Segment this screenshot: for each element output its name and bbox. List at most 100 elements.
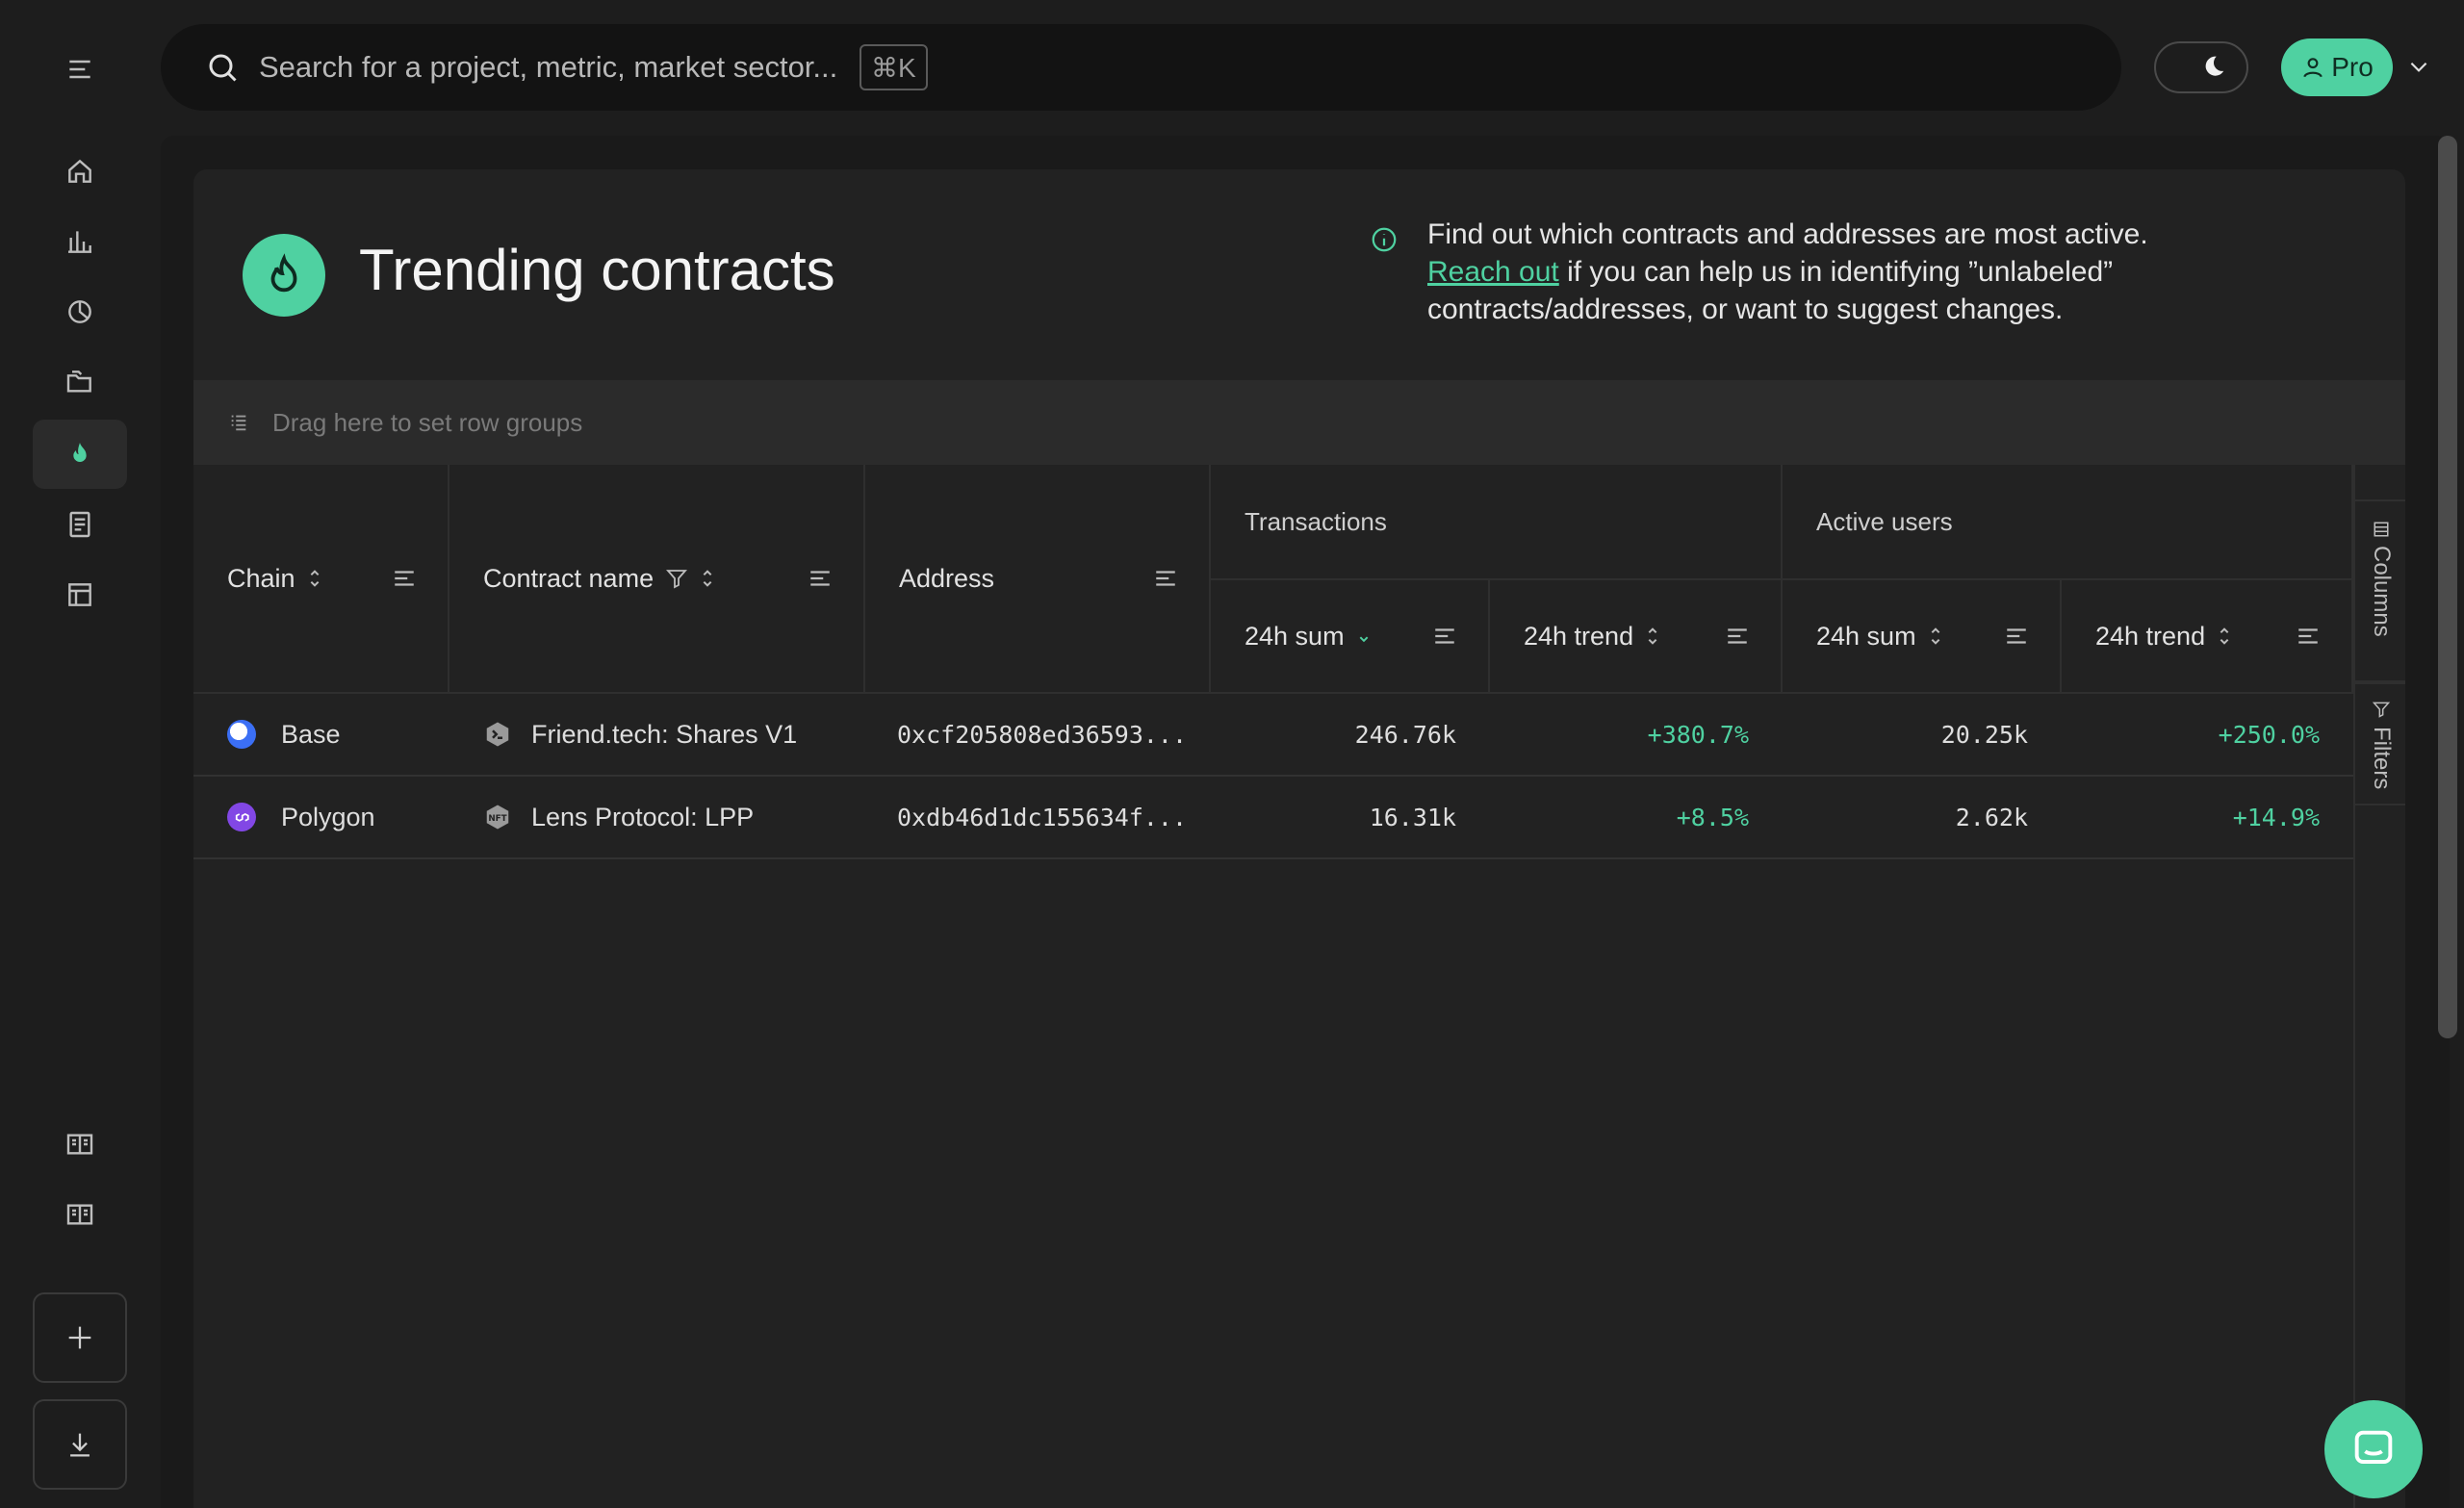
au-trend-cell: +250.0% — [2218, 720, 2320, 749]
pie-chart-icon[interactable] — [33, 277, 127, 346]
column-header-chain[interactable]: Chain — [193, 465, 449, 694]
column-menu-icon[interactable] — [1725, 624, 1750, 649]
tx-trend-cell: +380.7% — [1647, 720, 1749, 749]
book-icon[interactable] — [33, 1180, 127, 1249]
filter-icon[interactable] — [665, 567, 688, 590]
info-description: Find out which contracts and addresses a… — [1427, 216, 2255, 328]
header-label: Chain — [227, 563, 295, 593]
add-button[interactable] — [33, 1292, 127, 1383]
menu-icon[interactable] — [33, 35, 127, 104]
table-row[interactable]: Base Friend.tech: Shares V1 0xcf205808ed… — [193, 694, 2353, 777]
search-icon — [209, 54, 237, 82]
sort-icon[interactable] — [2217, 626, 2232, 647]
row-group-drop-zone[interactable]: Drag here to set row groups — [193, 380, 2405, 465]
download-button[interactable] — [33, 1399, 127, 1490]
columns-icon — [2374, 522, 2389, 537]
chain-name: Base — [281, 719, 341, 749]
keyboard-shortcut-badge: ⌘K — [860, 44, 928, 90]
column-header-tx-24h-trend[interactable]: 24h trend — [1490, 580, 1783, 694]
sort-icon[interactable] — [1928, 626, 1943, 647]
search-bar[interactable]: ⌘K — [161, 24, 2121, 111]
pro-label: Pro — [2331, 52, 2374, 82]
contract-name: Lens Protocol: LPP — [531, 802, 755, 831]
sort-icon[interactable] — [700, 568, 715, 589]
side-tool-panel: Columns Filters — [2353, 465, 2405, 1508]
chain-name: Polygon — [281, 802, 375, 831]
filter-icon — [2372, 702, 2391, 718]
column-header-address[interactable]: Address — [865, 465, 1211, 694]
filters-tab[interactable]: Filters — [2355, 682, 2405, 805]
info-icon — [1370, 225, 1399, 254]
chat-support-button[interactable] — [2324, 1400, 2423, 1498]
sidebar — [0, 0, 160, 1508]
chat-icon — [2354, 1430, 2393, 1464]
document-icon[interactable] — [33, 490, 127, 559]
chain-cell: Base — [227, 694, 341, 775]
column-header-au-24h-sum[interactable]: 24h sum — [1783, 580, 2062, 694]
trending-contracts-card: Trending contracts Find out which contra… — [193, 169, 2405, 1508]
sort-icon[interactable] — [1645, 626, 1660, 647]
home-icon[interactable] — [33, 137, 127, 206]
table-row[interactable]: Polygon NFT Lens Protocol: LPP 0xdb46d1d… — [193, 777, 2353, 859]
group-label: Transactions — [1245, 506, 1387, 536]
tx-trend-cell: +8.5% — [1676, 803, 1749, 831]
contract-logo-icon — [486, 722, 509, 747]
column-header-contract-name[interactable]: Contract name — [449, 465, 865, 694]
moon-icon — [2205, 56, 2224, 76]
page-title: Trending contracts — [359, 238, 835, 302]
tx-sum-cell: 16.31k — [1369, 803, 1456, 831]
bar-chart-icon[interactable] — [33, 207, 127, 276]
header-label: Address — [899, 563, 995, 593]
reach-out-link[interactable]: Reach out — [1427, 256, 1559, 288]
address-cell[interactable]: 0xdb46d1dc155634f... — [897, 803, 1188, 831]
user-icon — [2303, 58, 2323, 78]
au-trend-cell: +14.9% — [2232, 803, 2320, 831]
folders-icon[interactable] — [33, 347, 127, 417]
contract-name: Friend.tech: Shares V1 — [531, 719, 798, 749]
column-menu-icon[interactable] — [1432, 624, 1457, 649]
columns-label: Columns — [2369, 546, 2395, 637]
polygon-chain-icon — [227, 803, 256, 831]
column-header-tx-24h-sum[interactable]: 24h sum — [1211, 580, 1490, 694]
info-line-1: Find out which contracts and addresses a… — [1427, 218, 2148, 250]
columns-tab[interactable]: Columns — [2355, 499, 2405, 682]
search-input[interactable] — [259, 50, 856, 85]
column-menu-icon[interactable] — [392, 566, 417, 591]
header-label: Contract name — [483, 563, 654, 593]
header-label: 24h sum — [1245, 621, 1345, 651]
flame-icon[interactable] — [33, 420, 127, 489]
column-menu-icon[interactable] — [808, 566, 833, 591]
contract-cell: Friend.tech: Shares V1 — [483, 694, 797, 775]
tx-sum-cell: 246.76k — [1354, 720, 1456, 749]
column-menu-icon[interactable] — [1153, 566, 1178, 591]
pro-account-button[interactable]: Pro — [2281, 38, 2393, 96]
info-line-2: if you can help us in identifying ”unlab… — [1427, 256, 2114, 325]
flame-icon — [243, 234, 325, 317]
chain-cell: Polygon — [227, 777, 375, 857]
theme-toggle[interactable] — [2154, 41, 2248, 93]
list-icon — [231, 415, 246, 431]
group-label: Active users — [1816, 506, 1953, 536]
au-sum-cell: 2.62k — [1955, 803, 2028, 831]
book-icon[interactable] — [33, 1110, 127, 1179]
column-menu-icon[interactable] — [2004, 624, 2029, 649]
svg-text:NFT: NFT — [488, 814, 506, 824]
page-scrollbar[interactable] — [2438, 136, 2457, 1038]
header-label: 24h sum — [1816, 621, 1916, 651]
chevron-down-icon[interactable] — [2406, 54, 2431, 79]
sort-desc-icon[interactable] — [1356, 626, 1372, 647]
column-menu-icon[interactable] — [2296, 624, 2321, 649]
column-group-active-users: Active users — [1783, 465, 2353, 580]
header-label: 24h trend — [1524, 621, 1634, 651]
contract-cell: NFT Lens Protocol: LPP — [483, 777, 754, 857]
sort-icon[interactable] — [307, 568, 322, 589]
au-sum-cell: 20.25k — [1940, 720, 2028, 749]
table-icon[interactable] — [33, 560, 127, 629]
column-header-au-24h-trend[interactable]: 24h trend — [2062, 580, 2353, 694]
nft-badge-icon: NFT — [486, 805, 509, 830]
address-cell[interactable]: 0xcf205808ed36593... — [897, 720, 1188, 749]
header-label: 24h trend — [2095, 621, 2206, 651]
column-group-transactions: Transactions — [1211, 465, 1783, 580]
base-chain-icon — [227, 720, 256, 749]
contracts-table: Chain Contract name Address Transactions… — [193, 465, 2353, 1508]
